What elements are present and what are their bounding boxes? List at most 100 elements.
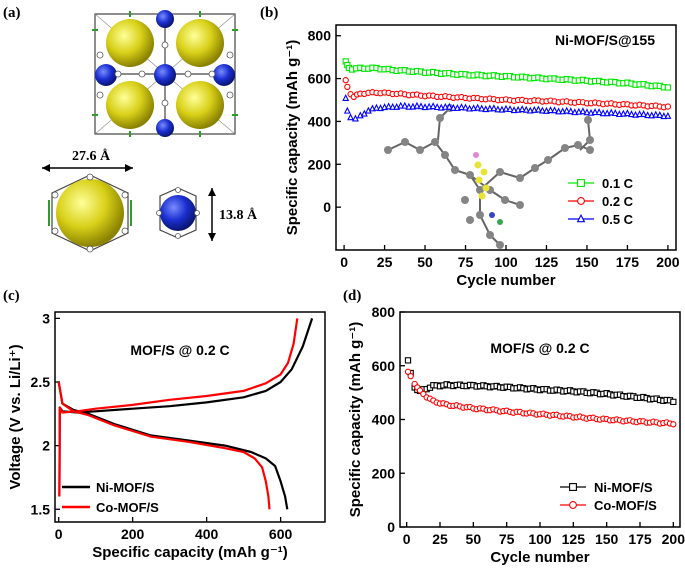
curve-ni-mof-s-discharge — [57, 381, 289, 510]
data-point — [510, 106, 518, 114]
data-point — [506, 105, 514, 113]
data-point — [660, 112, 668, 120]
x-tick-label: 75 — [458, 254, 474, 270]
height-dimension: 13.8 Å — [208, 188, 258, 241]
legend-marker — [577, 179, 585, 187]
data-point — [347, 113, 355, 121]
curve-co-mof-s-discharge — [57, 381, 271, 510]
chart-annotation: MOF/S @ 0.2 C — [130, 342, 229, 358]
width-dimension: 27.6 Å — [42, 148, 133, 172]
panel-b: (b) — [260, 5, 680, 289]
y-axis-title: Specific capacity (mAh g⁻¹) — [347, 322, 364, 517]
data-point — [538, 106, 546, 114]
x-tick-label: 175 — [628, 531, 652, 547]
y-tick-label: 3 — [42, 310, 50, 326]
y-tick-label: 600 — [372, 358, 396, 374]
legend-label: 0.5 C — [602, 212, 634, 227]
data-point — [599, 109, 607, 117]
data-point — [670, 398, 677, 406]
data-point — [490, 104, 498, 112]
x-tick-label: 25 — [377, 254, 393, 270]
data-point — [351, 114, 359, 122]
legend-marker — [576, 213, 586, 223]
x-tick-label: 75 — [499, 531, 515, 547]
data-point — [563, 106, 571, 114]
width-dimension-label: 27.6 Å — [72, 148, 111, 164]
chart-annotation: MOF/S @ 0.2 C — [490, 340, 589, 356]
legend-label: Ni-MOF/S — [96, 480, 155, 495]
x-tick-label: 200 — [662, 531, 685, 547]
series-0-5-c — [342, 94, 672, 122]
data-point — [530, 105, 538, 113]
plot-frame — [54, 311, 326, 523]
y-tick-label: 200 — [308, 156, 332, 172]
data-point — [623, 109, 631, 117]
large-cage-drawing — [48, 173, 132, 253]
linker-rings — [96, 41, 234, 107]
data-point — [397, 101, 405, 109]
data-point — [670, 421, 677, 428]
data-point — [502, 104, 510, 112]
data-point — [664, 103, 672, 110]
x-tick-label: 175 — [616, 254, 640, 270]
panel-d: (d) 0 25 50 75 100 125 150 175 200 0 200 400 600 800 C… — [343, 288, 685, 566]
data-point — [401, 101, 409, 109]
y-axis-title: Voltage (V vs. Li/Li⁺) — [7, 344, 24, 489]
data-point — [417, 102, 425, 110]
y-tick-label: 400 — [372, 412, 396, 428]
data-point — [445, 102, 453, 110]
data-point — [555, 107, 563, 115]
x-tick-label: 0 — [55, 526, 63, 542]
data-point — [405, 102, 413, 110]
x-tick-label: 0 — [340, 254, 348, 270]
legend: Ni-MOF/S Co-MOF/S — [62, 480, 159, 515]
data-point — [583, 108, 591, 116]
series-0-1-c — [342, 58, 672, 91]
data-point — [547, 106, 555, 114]
data-point — [404, 368, 412, 375]
yellow-cage-spheres — [106, 19, 224, 129]
legend-marker — [569, 483, 577, 491]
data-point — [342, 94, 350, 101]
data-point — [611, 109, 619, 117]
data-point — [407, 373, 414, 380]
x-tick-label: 125 — [535, 254, 559, 270]
data-point — [486, 104, 494, 112]
data-point — [494, 105, 502, 113]
data-point — [441, 102, 449, 110]
y-tick-label: 400 — [308, 113, 332, 129]
height-dimension-label: 13.8 Å — [219, 207, 258, 223]
x-tick-label: 200 — [121, 526, 145, 542]
data-point — [385, 102, 393, 110]
data-point — [474, 103, 482, 111]
x-axis-title: Cycle number — [490, 549, 589, 566]
panel-d-label: (d) — [343, 288, 361, 304]
x-tick-label: 0 — [403, 531, 411, 547]
data-point — [534, 105, 542, 113]
data-point — [457, 103, 465, 111]
legend: Ni-MOF/S Co-MOF/S — [560, 480, 657, 513]
data-point — [372, 103, 380, 111]
x-axis-title: Cycle number — [456, 272, 555, 289]
y-tick-label: 0 — [387, 519, 395, 535]
x-tick-label: 400 — [195, 526, 219, 542]
x-tick-label: 600 — [269, 526, 293, 542]
legend-label: Ni-MOF/S — [594, 480, 653, 495]
data-point — [518, 105, 526, 113]
panel-b-label: (b) — [260, 5, 278, 21]
legend: 0.1 C 0.2 C 0.5 C — [568, 176, 634, 227]
y-tick-label: 2.5 — [31, 374, 51, 390]
legend-label: Co-MOF/S — [594, 498, 657, 513]
data-point — [640, 110, 648, 118]
x-tick-label: 150 — [595, 531, 619, 547]
data-point — [644, 111, 652, 119]
series-co-mof-s — [404, 368, 677, 428]
y-tick-label: 200 — [372, 465, 396, 481]
data-point — [413, 101, 421, 109]
data-point — [404, 357, 412, 364]
data-point — [522, 105, 530, 113]
data-point — [664, 84, 672, 91]
legend-marker — [577, 197, 585, 205]
data-point — [429, 102, 437, 110]
data-point — [627, 110, 635, 118]
